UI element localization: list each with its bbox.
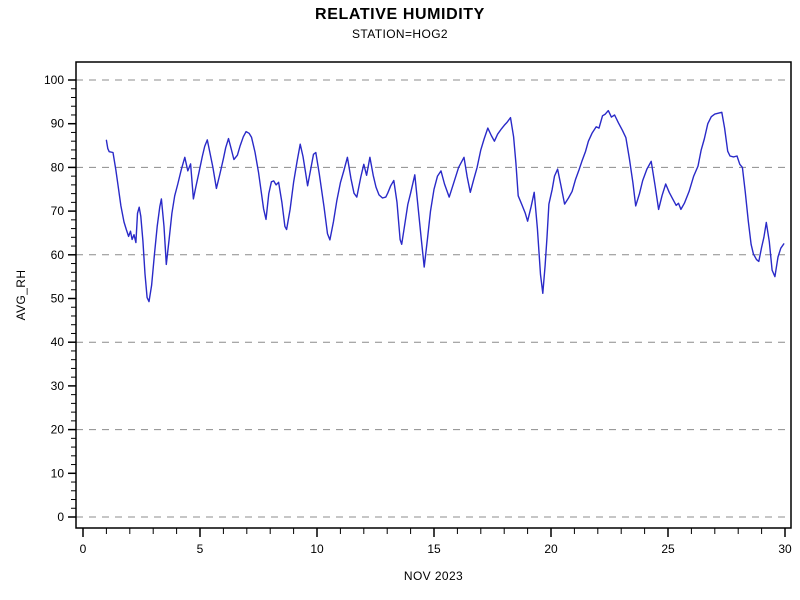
x-tick-label: 5 [197, 542, 204, 556]
y-axis-title: AVG_RH [14, 269, 28, 321]
x-axis-title: NOV 2023 [403, 569, 464, 583]
y-tick-label: 80 [51, 160, 65, 174]
x-tick-label: 25 [661, 542, 675, 556]
y-tick-label: 70 [51, 204, 65, 218]
y-tick-label: 60 [51, 248, 65, 262]
y-tick-label: 10 [51, 466, 65, 480]
plot-frame [75, 61, 792, 529]
y-tick-label: 30 [51, 379, 65, 393]
y-tick-label: 50 [51, 292, 65, 306]
x-tick-label: 15 [427, 542, 441, 556]
humidity-series-line [105, 109, 785, 303]
y-tick-label: 100 [44, 73, 64, 87]
y-tick-label: 20 [51, 423, 65, 437]
x-tick-label: 30 [778, 542, 792, 556]
x-tick-label: 10 [310, 542, 324, 556]
x-tick-label: 0 [80, 542, 87, 556]
y-tick-label: 0 [57, 510, 64, 524]
chart-subtitle: STATION=HOG2 [351, 27, 449, 41]
x-tick-label: 20 [544, 542, 558, 556]
y-tick-label: 90 [51, 117, 65, 131]
y-tick-label: 40 [51, 335, 65, 349]
chart-title: RELATIVE HUMIDITY [315, 6, 485, 23]
